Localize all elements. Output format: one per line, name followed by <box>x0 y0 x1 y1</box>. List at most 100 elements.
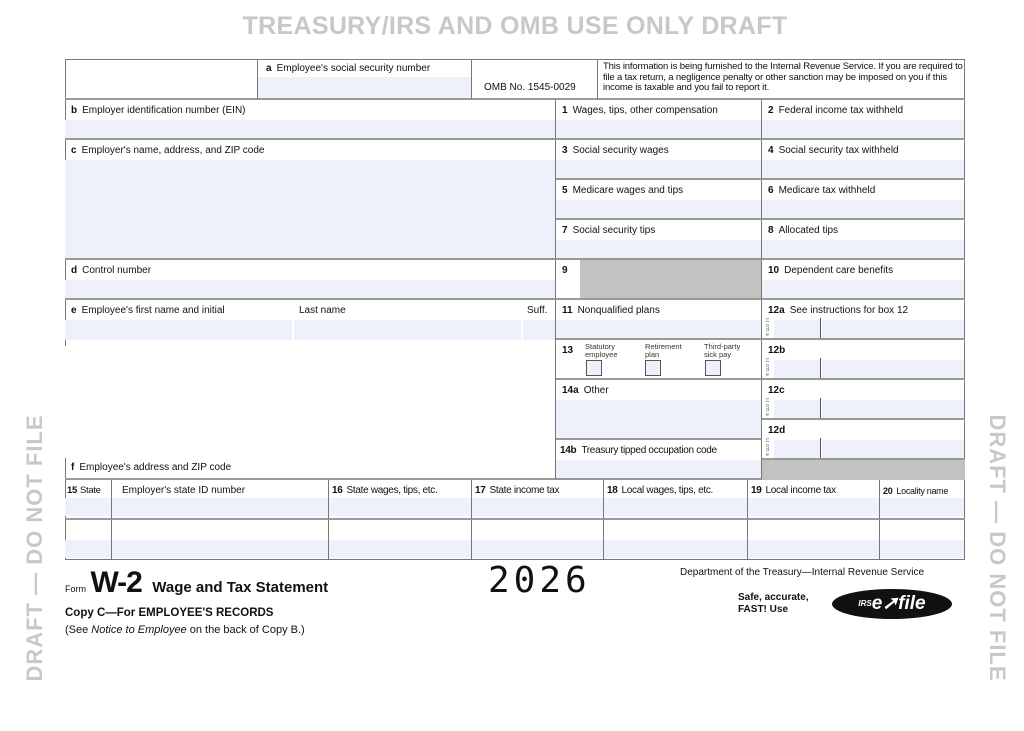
form-title: Form W-2 Wage and Tax Statement <box>65 565 328 607</box>
box-16-row-2 <box>329 520 472 560</box>
box-8-input[interactable] <box>762 240 964 258</box>
box-7-input[interactable] <box>556 240 761 258</box>
b17-input-2[interactable] <box>472 540 603 558</box>
box-20-row-1: 20 Locality name <box>880 480 965 520</box>
b19-input-2[interactable] <box>748 540 879 558</box>
box-6-input[interactable] <box>762 200 964 218</box>
box-number: 7 <box>562 225 568 236</box>
void-box <box>65 59 258 100</box>
code-label: Code <box>765 398 770 418</box>
b16-input-1[interactable] <box>329 498 471 516</box>
b19-input-1[interactable] <box>748 498 879 516</box>
box-12d-code-input[interactable] <box>774 440 820 458</box>
box-14a-input[interactable] <box>556 400 761 438</box>
b18-input-2[interactable] <box>604 540 747 558</box>
note-text: (See <box>65 624 92 636</box>
b15id-input-1[interactable] <box>112 498 328 516</box>
box-e-f: e Employee's first name and initial Last … <box>65 300 556 480</box>
divider <box>820 398 821 418</box>
box-number: 14a <box>562 385 579 396</box>
box-12b-amount-input[interactable] <box>822 360 964 378</box>
box-19-row-2 <box>748 520 880 560</box>
b16-input-2[interactable] <box>329 540 471 558</box>
box-3-input[interactable] <box>556 160 761 178</box>
b15id-input-2[interactable] <box>112 540 328 558</box>
b17-input-1[interactable] <box>472 498 603 516</box>
control-number-input[interactable] <box>65 280 555 298</box>
box-9: 9 <box>556 260 762 300</box>
box-number: 11 <box>562 305 573 316</box>
box-4: 4 Social security tax withheld <box>762 140 965 180</box>
box-14a: 14a Other <box>556 380 762 440</box>
box-12c-amount-input[interactable] <box>822 400 964 418</box>
box-12b: 12b Code <box>762 340 965 380</box>
b15-input-2[interactable] <box>65 540 111 558</box>
box-11-input[interactable] <box>556 320 761 338</box>
box-a: a Employee's social security number <box>258 59 472 100</box>
third-party-sick-pay-checkbox[interactable] <box>705 360 721 376</box>
box-number: 6 <box>768 185 774 196</box>
b15-input-1[interactable] <box>65 498 111 516</box>
box-12b-code-input[interactable] <box>774 360 820 378</box>
efile-text: Safe, accurate, FAST! Use <box>738 592 809 616</box>
box-12a-code-input[interactable] <box>774 320 820 338</box>
box-5-input[interactable] <box>556 200 761 218</box>
box-17-row-1: 17 State income tax <box>472 480 604 520</box>
omb-box: OMB No. 1545-0029 <box>472 59 598 100</box>
box-number: 1 <box>562 105 568 116</box>
box-label: Nonqualified plans <box>577 305 660 316</box>
box-label: State income tax <box>489 485 560 496</box>
copy-designation: Copy C—For EMPLOYEE'S RECORDS <box>65 607 274 619</box>
draft-watermark-right: DRAFT — DO NOT FILE <box>985 414 1010 682</box>
box-12a-amount-input[interactable] <box>822 320 964 338</box>
box-2: 2 Federal income tax withheld <box>762 100 965 140</box>
box-8: 8 Allocated tips <box>762 220 965 260</box>
suffix-input[interactable] <box>523 320 555 340</box>
ein-input[interactable] <box>65 120 555 138</box>
ssn-input[interactable] <box>258 77 471 98</box>
form-name: W-2 <box>90 566 142 599</box>
box-label: State <box>79 485 101 496</box>
box-label: Medicare tax withheld <box>778 185 876 196</box>
draft-watermark-top: TREASURY/IRS AND OMB USE ONLY DRAFT <box>242 12 788 40</box>
box-number: 19 <box>751 485 762 496</box>
box-number: 10 <box>768 265 780 276</box>
statutory-employee-checkbox[interactable] <box>586 360 602 376</box>
retirement-plan-checkbox[interactable] <box>645 360 661 376</box>
box-18-row-2 <box>604 520 748 560</box>
box-2-input[interactable] <box>762 120 964 138</box>
box-1: 1 Wages, tips, other compensation <box>556 100 762 140</box>
box-e-label: Employee's first name and initial <box>81 305 225 316</box>
statutory-employee-label: Statutory employee <box>585 342 618 359</box>
b20-input-1[interactable] <box>880 498 964 516</box>
employee-address-input[interactable] <box>65 346 555 458</box>
b20-input-2[interactable] <box>880 540 964 558</box>
draft-watermark-left: DRAFT — DO NOT FILE <box>22 414 47 682</box>
box-number: 12d <box>768 425 786 436</box>
box-1-input[interactable] <box>556 120 761 138</box>
box-14b-input[interactable] <box>556 460 761 478</box>
shaded-area <box>580 260 761 298</box>
box-12d-amount-input[interactable] <box>822 440 964 458</box>
box-12a: 12a See instructions for box 12 Code <box>762 300 965 340</box>
first-name-input[interactable] <box>65 320 292 340</box>
box-10-input[interactable] <box>762 280 964 298</box>
note-text: on the back of Copy B.) <box>186 624 305 636</box>
tax-year: 2026 <box>488 560 591 601</box>
box-label: Allocated tips <box>778 225 839 236</box>
box-18-row-1: 18 Local wages, tips, etc. <box>604 480 748 520</box>
box-19-row-1: 19 Local income tax <box>748 480 880 520</box>
employer-address-input[interactable] <box>65 160 555 258</box>
box-11: 11 Nonqualified plans <box>556 300 762 340</box>
last-name-input[interactable] <box>294 320 521 340</box>
box-label: Social security tips <box>572 225 656 236</box>
box-label: Federal income tax withheld <box>778 105 904 116</box>
box-label: Social security tax withheld <box>778 145 899 156</box>
box-12c-code-input[interactable] <box>774 400 820 418</box>
b18-input-1[interactable] <box>604 498 747 516</box>
box-4-input[interactable] <box>762 160 964 178</box>
divider <box>820 318 821 338</box>
box-label: Other <box>583 385 609 396</box>
box-6: 6 Medicare tax withheld <box>762 180 965 220</box>
code-label: Code <box>765 438 770 458</box>
